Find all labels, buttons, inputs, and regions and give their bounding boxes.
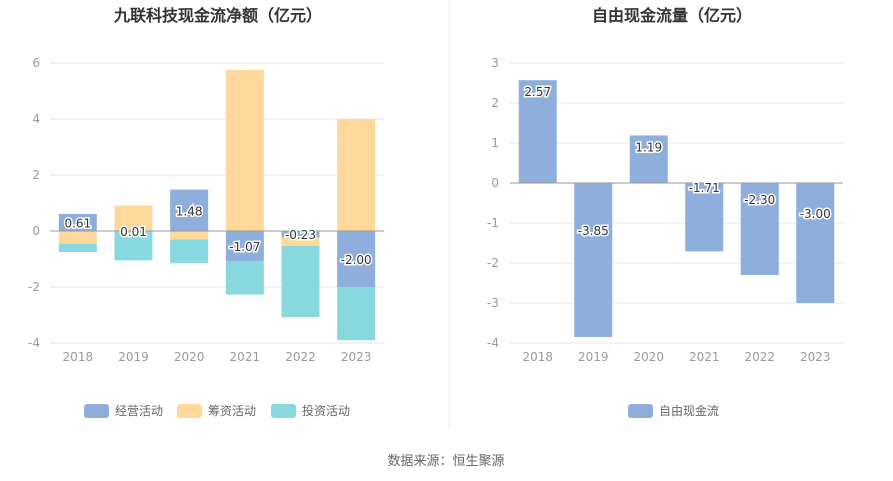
cf-bar-operating-2022[interactable]: [281, 231, 320, 238]
cf-y-tick-label: -2: [28, 280, 40, 294]
fcf-data-label: 2.57: [524, 85, 551, 99]
cf-y-tick-label: -4: [28, 336, 40, 350]
fcf-data-label: -3.85: [578, 224, 609, 238]
cf-x-tick-label: 2018: [63, 350, 94, 364]
fcf-bar-fcf-2022[interactable]: [740, 183, 779, 275]
cf-y-tick-label: 4: [32, 112, 40, 126]
cf-bar-investing-2023[interactable]: [337, 287, 376, 341]
cf-y-tick-label: 0: [32, 224, 40, 238]
fcf-y-tick-label: 0: [491, 176, 499, 190]
cf-bar-operating-2018[interactable]: [58, 213, 97, 231]
fcf-y-tick-label: -4: [487, 336, 499, 350]
fcf-y-tick-label: 1: [491, 136, 499, 150]
cf-x-tick-label: 2022: [285, 350, 316, 364]
cf-x-tick-label: 2020: [174, 350, 205, 364]
cf-bar-financing-2020[interactable]: [170, 231, 209, 240]
cf-legend-swatch-investing[interactable]: [271, 404, 296, 418]
cf-bar-investing-2021[interactable]: [225, 260, 264, 295]
free-cash-flow-chart: 自由现金流量（亿元） 3 2 1 0 -1 -2 -3 -4 2.57 -3.85 1.19 -1.7…: [487, 6, 843, 418]
cf-x-tick-label: 2023: [341, 350, 372, 364]
fcf-data-label: 1.19: [635, 140, 662, 154]
cf-legend-swatch-financing[interactable]: [177, 404, 202, 418]
cf-bar-financing-2022[interactable]: [281, 237, 320, 246]
cf-x-tick-label: 2021: [230, 350, 261, 364]
cf-bar-operating-2021[interactable]: [225, 231, 264, 261]
cf-bar-investing-2019[interactable]: [114, 231, 153, 261]
cf-y-tick-label: 2: [32, 168, 40, 182]
cf-legend-label-financing[interactable]: 筹资活动: [208, 404, 256, 418]
cf-legend-label-investing[interactable]: 投资活动: [302, 403, 350, 418]
data-source-note: 数据来源：恒生聚源: [387, 454, 504, 469]
cash-flow-chart-title: 九联科技现金流净额（亿元）: [113, 6, 322, 25]
fcf-bar-fcf-2021[interactable]: [685, 183, 724, 252]
fcf-y-tick-label: -1: [487, 216, 499, 230]
fcf-x-tick-label: 2020: [633, 350, 664, 364]
fcf-x-tick-label: 2021: [689, 350, 720, 364]
fcf-x-tick-label: 2018: [522, 350, 553, 364]
cf-bar-financing-2021[interactable]: [225, 70, 264, 231]
fcf-y-tick-label: -3: [487, 296, 499, 310]
cash-flow-chart: 九联科技现金流净额（亿元） 6 4 2 0 -2 -4 0.61 0.01 1.48 -1.07 -…: [28, 6, 384, 418]
fcf-bar-fcf-2020[interactable]: [629, 135, 668, 183]
cf-bar-investing-2020[interactable]: [170, 239, 209, 264]
fcf-legend-label-fcf[interactable]: 自由现金流: [659, 403, 719, 418]
fcf-data-label: -2.30: [744, 193, 775, 207]
cf-data-label: -1.07: [229, 240, 260, 254]
cf-data-label: 1.48: [176, 204, 203, 218]
cf-x-tick-label: 2019: [118, 350, 149, 364]
fcf-y-tick-label: 3: [491, 56, 499, 70]
cf-data-label: 0.01: [120, 225, 147, 239]
fcf-data-label: -3.00: [800, 207, 831, 221]
cf-data-label: -0.23: [285, 228, 316, 242]
fcf-bar-fcf-2018[interactable]: [518, 80, 557, 183]
cf-data-label: 0.61: [64, 216, 91, 230]
cf-bar-investing-2018[interactable]: [58, 243, 97, 252]
cf-data-label: -2.00: [341, 253, 372, 267]
fcf-y-tick-label: 2: [491, 96, 499, 110]
cf-bar-financing-2023[interactable]: [337, 119, 376, 231]
free-cash-flow-chart-title: 自由现金流量（亿元）: [592, 6, 752, 25]
fcf-y-tick-label: -2: [487, 256, 499, 270]
cf-legend-label-operating[interactable]: 经营活动: [115, 404, 163, 418]
cf-bar-operating-2023[interactable]: [337, 231, 376, 287]
fcf-data-label: -1.71: [689, 181, 720, 195]
fcf-x-tick-label: 2023: [800, 350, 831, 364]
fcf-legend-swatch-fcf[interactable]: [628, 404, 653, 418]
fcf-bar-fcf-2023[interactable]: [796, 183, 835, 303]
fcf-bars: [518, 80, 835, 337]
fcf-x-tick-label: 2022: [744, 350, 775, 364]
fcf-bar-fcf-2019[interactable]: [574, 183, 613, 337]
cf-legend-swatch-operating[interactable]: [84, 404, 109, 418]
cf-bars: [58, 70, 376, 341]
cf-bar-operating-2020[interactable]: [170, 189, 209, 231]
cf-bar-financing-2018[interactable]: [58, 231, 97, 244]
cf-bar-investing-2022[interactable]: [281, 245, 320, 318]
fcf-x-tick-label: 2019: [578, 350, 609, 364]
cf-y-tick-label: 6: [32, 56, 40, 70]
cf-bar-financing-2019[interactable]: [114, 205, 153, 231]
